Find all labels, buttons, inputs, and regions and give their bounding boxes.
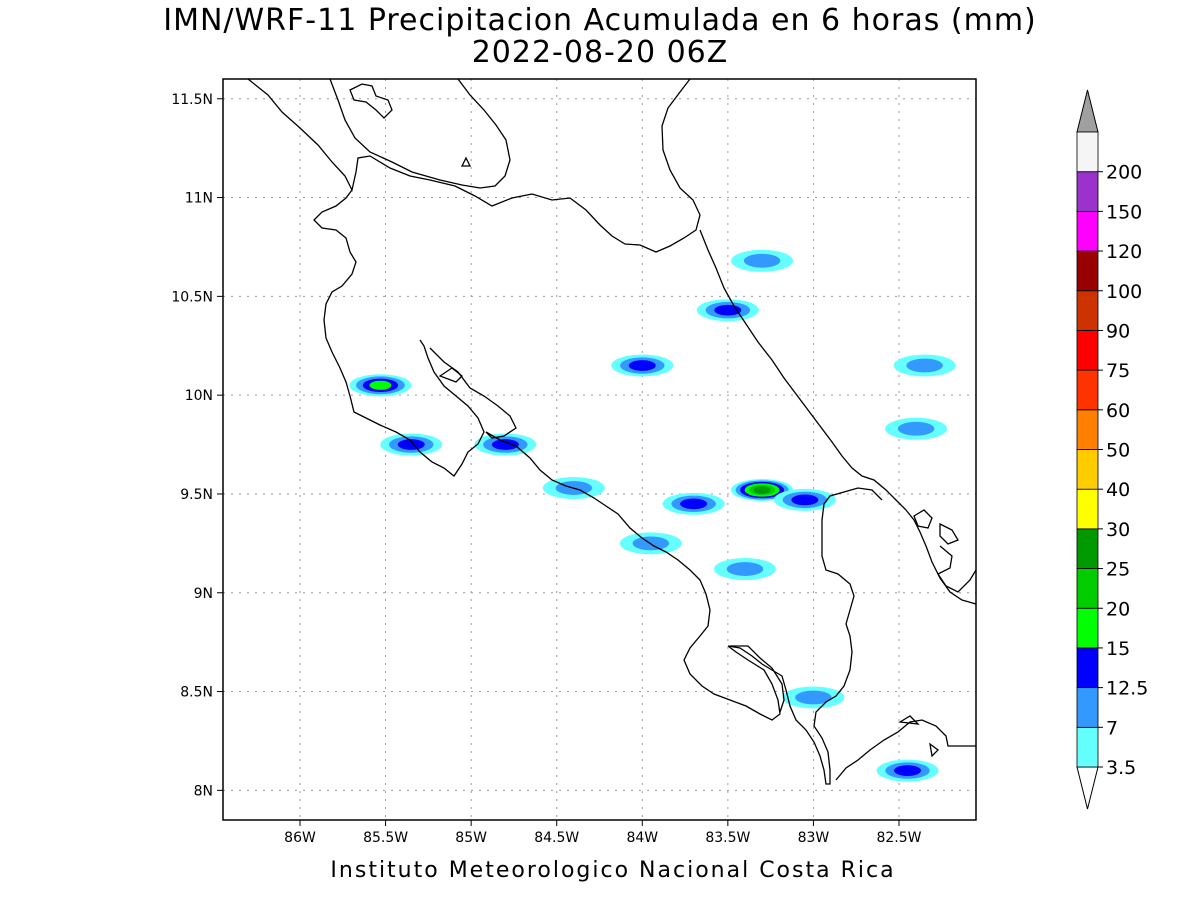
coastline-layer — [247, 78, 977, 785]
bocas-del-toro-coast — [913, 509, 959, 545]
precip-cell-level-2 — [791, 494, 819, 506]
colorbar-swatch — [1076, 488, 1099, 530]
colorbar-swatch — [1076, 250, 1099, 292]
institute-credit: Instituto Meteorologico Nacional Costa R… — [330, 858, 895, 883]
plot-background — [223, 79, 976, 820]
colorbar-swatch — [1076, 409, 1099, 450]
precip-cell-level-1 — [743, 253, 781, 268]
x-tick-label: 82.5W — [876, 830, 921, 846]
colorbar-swatch — [1076, 568, 1099, 609]
golfo-dulce-shore — [727, 487, 883, 785]
map-title: IMN/WRF-11 Precipitacion Acumulada en 6 … — [163, 3, 1037, 38]
colorbar-tick-label: 3.5 — [1106, 757, 1136, 779]
caribbean-coast — [699, 229, 977, 605]
lake-island — [349, 83, 393, 119]
colorbar-tick-label: 90 — [1106, 320, 1130, 342]
chira-island — [438, 367, 463, 383]
lake-islet — [460, 156, 472, 167]
colorbar-tick-label: 40 — [1106, 479, 1130, 501]
colorbar-tick-label: 25 — [1106, 559, 1130, 581]
colorbar-swatch — [1076, 131, 1099, 173]
precip-cell-level-1 — [726, 562, 764, 576]
colorbar-swatch — [1076, 210, 1099, 252]
y-tick-label: 10.5N — [171, 289, 213, 305]
y-tick-label: 8N — [194, 783, 213, 799]
plot-frame — [222, 78, 977, 821]
colorbar-swatch — [1076, 369, 1099, 411]
colorbar-tick-label: 50 — [1106, 440, 1130, 462]
colorbar-tick-label: 15 — [1106, 638, 1130, 660]
colorbar-swatch — [1076, 171, 1099, 212]
colorbar-tick-label: 12.5 — [1106, 678, 1148, 700]
y-tick-label: 11N — [185, 191, 213, 207]
axis-ticks: 86W 85.5W 85W 84.5W 84W 83.5W 83W 82.5W 8N 8.5N 9N… — [171, 92, 921, 846]
colorbar-swatch — [1076, 687, 1099, 728]
colorbar-swatch — [1076, 647, 1099, 689]
colorbar-legend: 3.5 7 12.5 15 20 25 30 40 50 60 75 90 100 120 150 200 — [1076, 89, 1148, 810]
precip-cell-level-2 — [628, 360, 656, 371]
plot-area: 86W 85.5W 85W 84.5W 84W 83.5W 83W 82.5W 8N 8.5N 9N… — [171, 78, 977, 846]
central-pacific-coast — [485, 431, 781, 721]
colorbar-over-arrow — [1076, 89, 1099, 133]
colorbar-tick-label: 150 — [1106, 201, 1142, 223]
x-tick-label: 84W — [626, 830, 658, 846]
x-tick-label: 83W — [798, 830, 830, 846]
precip-cell-level-1 — [906, 358, 943, 373]
x-tick-label: 84.5W — [534, 830, 579, 846]
colorbar-swatch — [1076, 290, 1099, 331]
colorbar-tick-label: 60 — [1106, 400, 1130, 422]
precip-cell-level-3 — [369, 380, 392, 390]
x-tick-label: 85.5W — [363, 830, 408, 846]
chiriqui-lagoon — [937, 545, 977, 593]
lake-nicaragua-south-shore — [329, 78, 511, 189]
colorbar-swatch — [1076, 449, 1099, 490]
x-tick-label: 86W — [284, 830, 316, 846]
precipitation-layer — [349, 249, 956, 782]
colorbar-under-arrow — [1076, 766, 1099, 810]
colorbar-tick-label: 200 — [1106, 162, 1142, 184]
colorbar-swatch — [1076, 330, 1099, 371]
panama-pacific-coast — [835, 719, 976, 781]
colorbar-tick-label: 120 — [1106, 241, 1142, 263]
precip-cell-level-1 — [897, 421, 935, 436]
map-subtitle: 2022-08-20 06Z — [472, 35, 729, 70]
colorbar-tick-label: 30 — [1106, 519, 1130, 541]
y-tick-label: 9N — [194, 586, 213, 602]
y-tick-label: 9.5N — [180, 487, 213, 503]
panama-gulf-islands — [898, 715, 939, 758]
lake-nicaragua-shore — [247, 78, 701, 253]
precip-cell-level-2 — [397, 439, 425, 450]
precip-cell-level-2 — [894, 765, 922, 776]
x-tick-label: 85W — [455, 830, 487, 846]
colorbar-swatch — [1076, 528, 1099, 569]
colorbar-tick-label: 20 — [1106, 598, 1130, 620]
y-tick-label: 8.5N — [180, 685, 213, 701]
colorbar-tick-label: 7 — [1106, 717, 1118, 739]
y-tick-label: 11.5N — [171, 92, 213, 108]
colorbar-swatch — [1076, 726, 1099, 768]
y-tick-label: 10N — [185, 388, 213, 404]
precip-cell-level-1 — [795, 690, 832, 705]
pacific-coast-guanacaste — [313, 189, 485, 477]
colorbar-tick-label: 75 — [1106, 360, 1130, 382]
colorbar-tick-label: 100 — [1106, 281, 1142, 303]
x-tick-label: 83.5W — [705, 830, 750, 846]
precip-cell-level-2 — [680, 498, 708, 510]
osa-peninsula — [730, 645, 785, 713]
precip-cell-level-5 — [753, 486, 771, 494]
colorbar-swatch — [1076, 607, 1099, 649]
precip-cell-level-2 — [491, 439, 519, 450]
